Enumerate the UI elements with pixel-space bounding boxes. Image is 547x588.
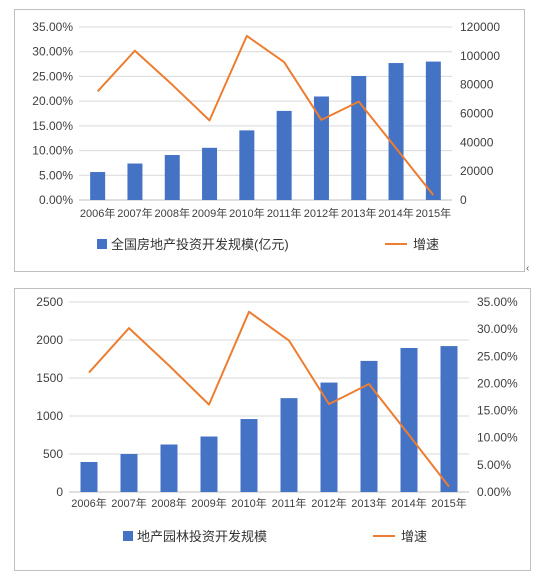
right-axis-tick-label: 10.00% (477, 431, 518, 445)
left-axis-tick-label: 5.00% (39, 168, 73, 182)
left-axis-tick-label: 30.00% (32, 45, 73, 59)
left-axis-tick-label: 0 (56, 485, 63, 499)
left-axis-tick-label: 1000 (36, 409, 63, 423)
x-axis-tick-label: 2012年 (311, 496, 346, 510)
bar (239, 130, 255, 200)
x-axis-tick-label: 2015年 (431, 496, 466, 510)
bar (351, 76, 367, 200)
stray-mark: ‹ (526, 263, 530, 274)
x-axis-tick-label: 2011年 (267, 206, 302, 220)
bar (280, 398, 298, 492)
bar (400, 347, 418, 492)
right-axis-tick-label: 0 (460, 193, 467, 207)
legend-bar-swatch (123, 531, 133, 541)
bar (440, 346, 458, 492)
bar (320, 382, 338, 492)
left-axis-tick-label: 25.00% (32, 69, 73, 83)
chart-panel-landscape-investment: 0 500 1000 1500 2000 2500 0.00% 5.00% 10.00% 15.0… (14, 288, 531, 571)
x-axis-tick-label: 2008年 (151, 496, 186, 510)
legend-line-label: 增速 (401, 529, 427, 544)
chart-national-investment: 0.00% 5.00% 10.00% 15.00% 20.00% 25.00% 30.00%… (32, 20, 500, 252)
bar (276, 110, 292, 200)
left-axis-tick-label: 10.00% (32, 144, 73, 158)
right-axis-tick-label: 60000 (460, 107, 494, 121)
legend-line-label: 增速 (413, 237, 439, 252)
right-axis-tick-label: 15.00% (477, 404, 518, 418)
right-axis-tick-label: 20.00% (477, 376, 518, 390)
left-axis-tick-label: 20.00% (32, 94, 73, 108)
x-axis-tick-label: 2007年 (111, 496, 146, 510)
bar (160, 444, 178, 492)
right-axis-tick-label: 120000 (460, 20, 500, 34)
left-axis-tick-label: 15.00% (32, 119, 73, 133)
x-axis-tick-label: 2013年 (351, 496, 386, 510)
bar (127, 163, 143, 200)
x-axis-tick-label: 2006年 (71, 496, 106, 510)
right-axis-tick-label: 40000 (460, 135, 494, 149)
right-axis-tick-label: 25.00% (477, 349, 518, 363)
bar (202, 147, 218, 200)
x-axis-tick-label: 2011年 (272, 496, 307, 510)
left-axis-tick-label: 2500 (36, 295, 63, 309)
right-axis-tick-label: 0.00% (477, 485, 511, 499)
bar (120, 454, 138, 492)
bar (200, 436, 218, 492)
right-axis-tick-label: 35.00% (477, 295, 518, 309)
left-axis-tick-label: 1500 (36, 371, 63, 385)
x-axis-tick-label: 2008年 (155, 206, 190, 220)
bar (90, 172, 106, 200)
right-axis-tick-label: 30.00% (477, 322, 518, 336)
left-axis-tick-label: 2000 (36, 333, 63, 347)
x-axis-tick-label: 2010年 (231, 496, 266, 510)
x-axis-tick-label: 2009年 (191, 496, 226, 510)
bar (164, 155, 180, 200)
legend-bar-label: 地产园林投资开发规模 (137, 529, 267, 544)
legend-bar-swatch (97, 239, 107, 249)
bar (425, 61, 441, 200)
x-axis-tick-label: 2013年 (341, 206, 376, 220)
x-axis-tick-label: 2006年 (80, 206, 115, 220)
left-axis-tick-label: 0.00% (39, 193, 73, 207)
growth-rate-line (88, 310, 450, 488)
bar (313, 96, 329, 200)
x-axis-tick-label: 2010年 (229, 206, 264, 220)
bar (240, 419, 258, 492)
left-axis-tick-label: 500 (43, 447, 63, 461)
right-axis-tick-label: 100000 (460, 49, 500, 63)
left-axis-tick-label: 35.00% (32, 20, 73, 34)
x-axis-tick-label: 2014年 (391, 496, 426, 510)
growth-rate-line (96, 34, 435, 196)
bar (80, 461, 98, 492)
bar (360, 360, 378, 492)
right-axis-tick-label: 5.00% (477, 458, 511, 472)
x-axis-tick-label: 2012年 (304, 206, 339, 220)
chart-landscape-investment: 0 500 1000 1500 2000 2500 0.00% 5.00% 10.00% 15.0… (36, 295, 518, 544)
x-axis-tick-label: 2007年 (117, 206, 152, 220)
bar (388, 63, 404, 200)
x-axis-tick-label: 2014年 (378, 206, 413, 220)
chart-panel-national-investment: 0.00% 5.00% 10.00% 15.00% 20.00% 25.00% 30.00%… (14, 9, 525, 272)
right-axis-tick-label: 80000 (460, 78, 494, 92)
x-axis-tick-label: 2009年 (192, 206, 227, 220)
x-axis-tick-label: 2015年 (416, 206, 451, 220)
right-axis-tick-label: 20000 (460, 164, 494, 178)
legend-bar-label: 全国房地产投资开发规模(亿元) (111, 237, 289, 252)
